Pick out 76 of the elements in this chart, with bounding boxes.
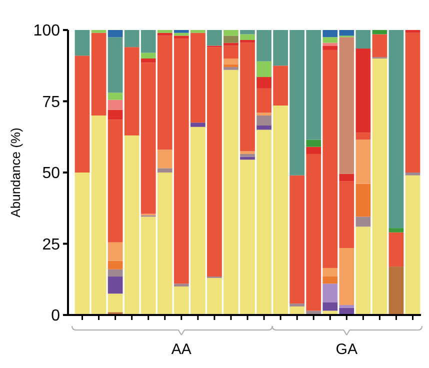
bar xyxy=(240,40,255,43)
bar xyxy=(290,304,305,306)
bar xyxy=(388,228,404,232)
bar xyxy=(306,146,322,154)
bar xyxy=(108,110,123,120)
bar xyxy=(108,294,123,312)
bar xyxy=(256,116,272,126)
bar xyxy=(91,116,106,315)
bar xyxy=(306,140,322,147)
bar xyxy=(339,37,354,174)
bar xyxy=(339,174,354,182)
bar xyxy=(140,58,156,63)
x-tick-label: GA xyxy=(336,341,358,358)
bar xyxy=(224,36,238,43)
bar xyxy=(356,216,371,227)
bar xyxy=(74,172,90,315)
y-axis-title: Abundance (%) xyxy=(8,128,23,218)
bar xyxy=(388,232,404,267)
bar xyxy=(322,276,338,284)
bar xyxy=(174,30,189,33)
bar xyxy=(157,168,172,172)
bar xyxy=(356,132,371,140)
bar xyxy=(405,32,420,172)
bar xyxy=(388,266,404,315)
bar xyxy=(74,56,90,172)
bar xyxy=(108,242,123,261)
bar xyxy=(405,175,420,315)
bar xyxy=(256,125,272,130)
bar xyxy=(190,30,206,33)
bar xyxy=(224,64,238,68)
bar xyxy=(240,151,255,154)
bar xyxy=(256,112,272,116)
bar xyxy=(157,150,172,168)
bar xyxy=(91,32,106,116)
y-tick-label: 25 xyxy=(42,236,60,254)
bar xyxy=(174,36,189,39)
bar xyxy=(256,77,272,88)
bar xyxy=(108,30,123,38)
bar xyxy=(356,48,371,133)
bar xyxy=(91,30,106,33)
bar xyxy=(356,226,371,315)
bar xyxy=(224,58,238,64)
bar xyxy=(256,61,272,78)
y-tick-label: 50 xyxy=(42,165,60,182)
bar xyxy=(405,30,420,33)
bar xyxy=(240,154,255,157)
bar xyxy=(207,30,222,46)
bar xyxy=(388,30,404,228)
bar xyxy=(322,284,338,302)
bar xyxy=(108,92,123,100)
bar xyxy=(356,30,371,49)
bar xyxy=(405,172,420,176)
bar xyxy=(322,46,338,50)
bar xyxy=(108,269,123,277)
bar xyxy=(190,122,206,127)
bar xyxy=(322,37,338,43)
bar xyxy=(157,30,172,33)
bar xyxy=(174,284,189,286)
bar xyxy=(372,34,388,58)
bar xyxy=(356,140,371,184)
y-tick-label: 75 xyxy=(42,94,60,111)
bar xyxy=(108,260,123,270)
bar xyxy=(108,37,123,93)
y-tick-label: 100 xyxy=(33,22,60,40)
bar xyxy=(356,184,371,217)
bar xyxy=(108,100,123,110)
x-tick-label: AA xyxy=(171,341,192,358)
bar xyxy=(224,67,238,70)
bar xyxy=(339,305,354,308)
bar xyxy=(372,30,388,34)
bar xyxy=(74,30,90,56)
y-tick-label: 0 xyxy=(51,308,60,325)
bar xyxy=(372,58,388,315)
bar xyxy=(108,120,123,242)
bar xyxy=(140,52,156,58)
bar xyxy=(108,276,123,294)
